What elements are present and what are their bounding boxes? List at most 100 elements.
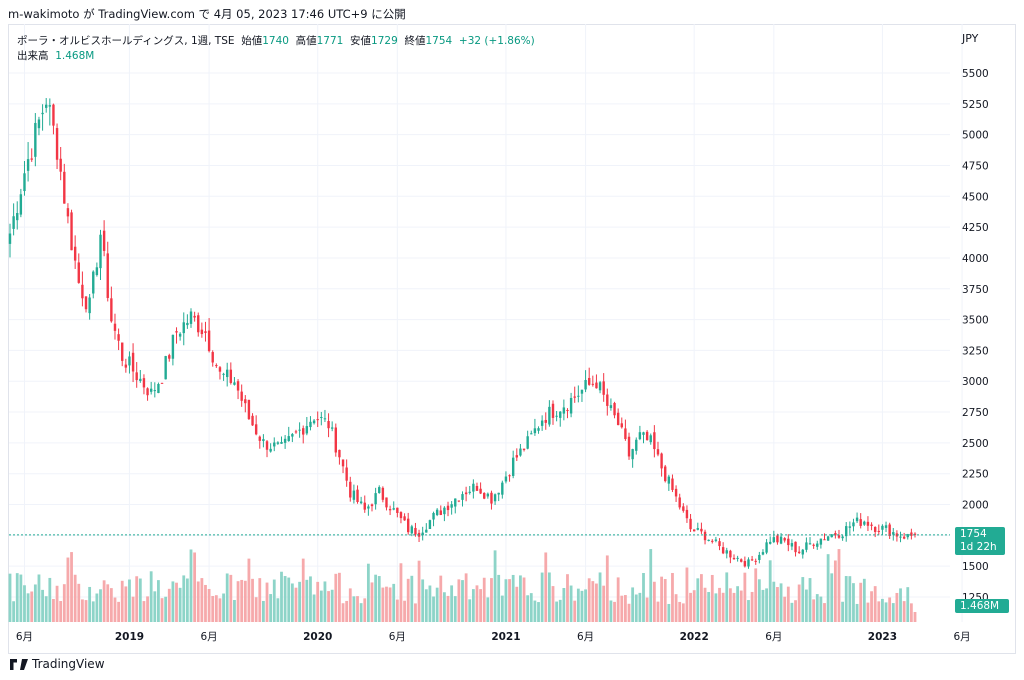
volume-bar: [739, 590, 743, 622]
candle-body: [388, 509, 392, 511]
volume-bar: [573, 600, 577, 622]
volume-bar: [356, 596, 359, 622]
candle-body: [638, 432, 642, 440]
time-axis[interactable]: 6月 2019 6月 2020 6月 2021 6月 2022 6月 2023 6月: [16, 631, 971, 643]
candle-body: [468, 491, 471, 493]
volume-bar: [12, 601, 16, 622]
candle-body: [16, 213, 19, 221]
volume-bar: [718, 587, 721, 622]
candle-body: [428, 520, 432, 529]
volume-bar: [109, 588, 113, 622]
volume-bar: [649, 549, 653, 622]
volume-bar: [185, 578, 189, 622]
candle-body: [580, 389, 584, 394]
candle-body: [902, 536, 906, 539]
time-tick-label: 2020: [303, 631, 332, 643]
candle-body: [899, 536, 902, 538]
candle-body: [559, 411, 562, 418]
candle-body: [312, 420, 316, 424]
volume-bar: [157, 580, 160, 622]
candle-body: [674, 488, 678, 497]
chart-frame[interactable]: [8, 24, 1016, 654]
volume-bar: [826, 554, 830, 622]
price-tick-label: 4500: [962, 191, 989, 203]
candle-body: [656, 449, 660, 455]
candle-body: [881, 525, 884, 530]
candle-body: [23, 173, 26, 192]
volume-bar: [167, 588, 171, 622]
candle-body: [374, 493, 377, 505]
volume-bar: [823, 603, 826, 622]
candle-body: [396, 507, 399, 513]
volume-bar: [258, 578, 262, 622]
candle-body: [273, 442, 276, 447]
time-tick-label: 2019: [115, 631, 144, 643]
candle-body: [696, 528, 699, 530]
volume-bar: [312, 594, 316, 622]
volume-bar: [464, 573, 468, 622]
candle-body: [341, 459, 345, 467]
volume-bar: [732, 592, 736, 622]
candle-body: [229, 369, 233, 383]
volume-bar: [747, 600, 750, 622]
volume-bar: [316, 581, 320, 622]
price-tick-label: 3750: [962, 284, 989, 296]
tradingview-logo[interactable]: TradingView: [10, 657, 105, 671]
candle-body: [139, 378, 142, 381]
time-tick-label: 2021: [491, 631, 520, 643]
candle-body: [475, 485, 479, 491]
volume-bar: [323, 581, 327, 622]
candle-body: [175, 331, 178, 333]
volume-bar: [736, 586, 740, 622]
volume-bar: [642, 573, 645, 622]
candle-body: [627, 436, 631, 457]
candle-body: [566, 409, 569, 411]
volume-bar: [345, 600, 349, 622]
volume-bar: [790, 602, 794, 622]
candle-body: [193, 315, 196, 318]
volume-bar: [164, 596, 168, 622]
volume-bar: [844, 576, 848, 622]
low-label: 安値: [350, 35, 372, 47]
volume-bar: [19, 574, 23, 622]
volume-bar: [519, 575, 522, 622]
candle-body: [262, 439, 265, 442]
volume-bar: [370, 582, 374, 622]
candle-body: [667, 476, 671, 484]
candle-body: [146, 388, 149, 396]
volume-bar: [269, 594, 273, 622]
volume-bar: [866, 602, 870, 622]
volume-value: 1.468M: [55, 50, 95, 62]
candle-body: [511, 457, 515, 476]
volume-bar: [439, 575, 443, 622]
volume-bar: [450, 585, 454, 622]
candle-body: [819, 538, 823, 545]
volume-bar: [689, 592, 692, 622]
candle-body: [421, 532, 424, 536]
volume-bar: [175, 582, 178, 622]
volume-bar: [338, 572, 341, 622]
candle-body: [88, 297, 91, 314]
price-axis[interactable]: 1250150017502000225025002750300032503500…: [962, 68, 989, 604]
candle-body: [414, 527, 417, 535]
candle-body: [483, 493, 486, 499]
candle-body: [910, 532, 913, 536]
volume-bar: [605, 555, 609, 622]
candle-body: [562, 407, 566, 414]
candle-body: [526, 436, 529, 449]
candle-body: [73, 246, 77, 261]
high-label: 高値: [295, 35, 317, 47]
candle-body: [743, 561, 747, 567]
ohlc-legend: ポーラ・オルビスホールディングス, 1週, TSE 始値1740 高値1771 …: [17, 33, 535, 48]
volume-bar: [443, 592, 446, 622]
candle-body: [305, 426, 309, 434]
candle-body: [863, 521, 866, 525]
volume-bar: [757, 579, 761, 622]
volume-bar: [330, 589, 334, 622]
volume-bar: [497, 574, 501, 622]
volume-bar: [135, 576, 139, 622]
candle-body: [211, 352, 214, 363]
volume-bar: [8, 573, 12, 622]
change-value: +32 (+1.86%): [458, 35, 535, 47]
